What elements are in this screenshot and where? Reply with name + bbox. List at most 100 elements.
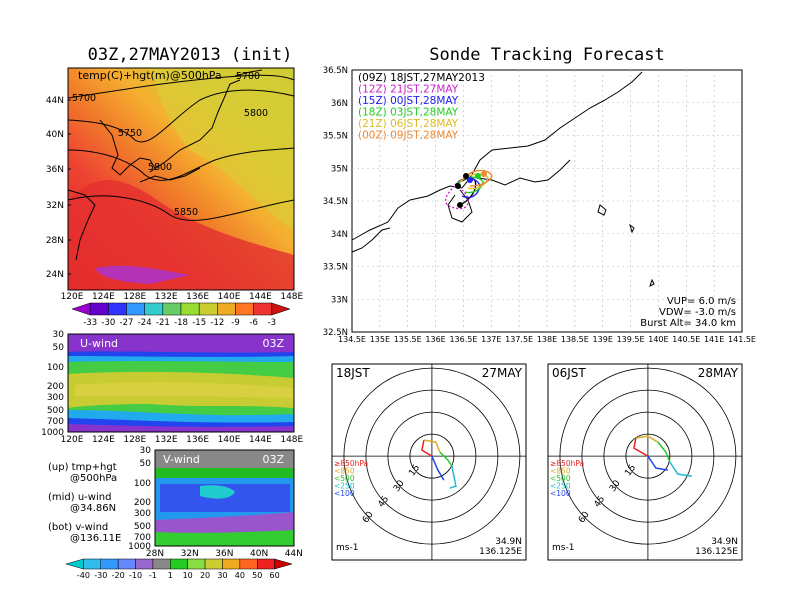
uwind-pressure-tick: 100 — [47, 363, 64, 373]
track-lon-tick: 139E — [593, 335, 613, 344]
colorbar-swatch — [65, 558, 84, 570]
temperature-colorbar: -33 -30 -27 -24 -21 -18 -15 -12 -9 -6 -3 — [71, 302, 291, 328]
colorbar-value: 30 — [217, 571, 227, 580]
colorbar-swatch — [204, 558, 223, 570]
level-legend-entry: <500 — [334, 474, 355, 483]
hodograph-date: 28MAY — [698, 366, 739, 380]
map-lon-tick: 128E — [123, 292, 146, 302]
colorbar-swatch — [162, 302, 182, 316]
contour-label: 5700 — [236, 71, 260, 82]
track-lat-tick: 36.5N — [323, 66, 348, 76]
colorbar-value: -3 — [268, 318, 276, 328]
launch-legend-entry: (18Z) 03JST,28MAY — [358, 107, 459, 119]
colorbar-swatch — [180, 302, 200, 316]
uwind-pressure-tick: 1000 — [41, 428, 64, 438]
colorbar-swatch — [235, 302, 254, 316]
hodograph-unit: ms-1 — [552, 543, 574, 553]
colorbar-swatch — [187, 558, 206, 570]
level-legend-entry: <850 — [334, 467, 355, 476]
colorbar-value: -20 — [112, 571, 125, 580]
vwind-pressure-tick: 100 — [134, 479, 151, 489]
colorbar-value: -33 — [83, 318, 97, 328]
colorbar-swatch — [274, 558, 293, 570]
map-lat-tick: 24N — [46, 270, 64, 280]
colorbar-value: -10 — [129, 571, 142, 580]
vwind-pressure-tick: 30 — [140, 446, 152, 456]
track-lon-tick: 135.5E — [394, 335, 422, 344]
level-legend-entry: ≥850hPa — [334, 459, 368, 468]
track-lon-tick: 134.5E — [338, 335, 366, 344]
vwind-pressure-tick: 50 — [140, 459, 152, 469]
vwind-lat-tick: 44N — [285, 549, 303, 559]
uwind-time: 03Z — [262, 337, 284, 350]
colorbar-swatch — [71, 302, 91, 316]
hodograph-trace — [669, 461, 693, 477]
colorbar-value: 50 — [252, 571, 262, 580]
contour-label: 5700 — [72, 93, 96, 104]
map-lon-tick: 132E — [155, 292, 178, 302]
map-lon-tick: 124E — [92, 292, 115, 302]
colorbar-swatch — [100, 558, 119, 570]
hodograph-date: 27MAY — [482, 366, 523, 380]
contour-label: 5800 — [148, 162, 172, 173]
colorbar-value: -18 — [174, 318, 188, 328]
vwind-pressure-tick: 1000 — [128, 542, 151, 552]
tracking-title: Sonde Tracking Forecast — [429, 45, 664, 65]
track-lat-tick: 35.5N — [323, 132, 348, 142]
hodograph-trace — [635, 435, 659, 443]
track-lon-tick: 137.5E — [505, 335, 533, 344]
track-lon-tick: 135E — [370, 335, 390, 344]
hodograph-trace — [633, 437, 649, 457]
map-lon-tick: 148E — [280, 292, 303, 302]
colorbar-value: 40 — [235, 571, 245, 580]
note-bot: (bot) v-wind — [48, 522, 108, 533]
colorbar-swatch — [217, 302, 236, 316]
map-lon-tick: 140E — [218, 292, 241, 302]
level-legend-entry: <100 — [550, 489, 571, 498]
contour-label: 5850 — [174, 207, 198, 218]
hodograph-trace — [449, 465, 457, 489]
uwind-lon-tick: 144E — [249, 435, 272, 445]
tracking-map: 36.5N 36N 35.5N 35N 34.5N 34N 33.5N 33N 32.5N 13… — [323, 66, 756, 344]
note-mid: (mid) u-wind — [48, 492, 111, 503]
track-lat-tick: 34N — [331, 230, 348, 240]
launch-legend-entry: (00Z) 09JST,28MAY — [358, 130, 459, 142]
colorbar-swatch — [170, 558, 188, 570]
colorbar-value: -9 — [231, 318, 239, 328]
level-legend-entry: <500 — [550, 474, 571, 483]
hodograph-trace — [647, 455, 669, 471]
track-lon-tick: 141E — [704, 335, 724, 344]
vwind-lat-tick: 32N — [181, 549, 199, 559]
vwind-label: V-wind — [163, 453, 200, 466]
colorbar-swatch — [144, 302, 164, 316]
map-lon-tick: 120E — [61, 292, 84, 302]
colorbar-value: -15 — [192, 318, 206, 328]
vwind-lat-tick: 36N — [215, 549, 233, 559]
legend-notes: (up) tmp+hgt @500hPa (mid) u-wind @34.86… — [48, 462, 121, 544]
uwind-pressure-tick: 30 — [53, 330, 65, 340]
vwind-pressure-tick: 700 — [134, 533, 151, 543]
track-lat-tick: 35N — [331, 164, 348, 174]
uwind-lon-tick: 120E — [61, 435, 84, 445]
level-legend-entry: <850 — [550, 467, 571, 476]
note-up-level: @500hPa — [70, 473, 117, 484]
uwind-label: U-wind — [80, 337, 118, 350]
hodograph-trace — [423, 439, 441, 453]
vwind-pressure-tick: 300 — [134, 509, 151, 519]
map-panel: 5700 5700 5750 5800 5800 5850 44N 40N 36N 32N 28N… — [46, 67, 304, 302]
hodograph-trace — [431, 455, 445, 481]
colorbar-value: -27 — [120, 318, 134, 328]
colorbar-value: -30 — [94, 571, 107, 580]
colorbar-swatch — [198, 302, 218, 316]
burst-param: Burst Alt= 34.0 km — [640, 318, 736, 329]
colorbar-swatch — [83, 558, 102, 570]
hodograph-unit: ms-1 — [336, 543, 358, 553]
launch-legend: (09Z) 18JST,27MAY2013(12Z) 21JST,27MAY(1… — [358, 72, 485, 142]
colorbar-swatch — [256, 558, 275, 570]
level-legend-entry: <250 — [550, 482, 571, 491]
colorbar-swatch — [89, 302, 109, 316]
colorbar-value: -12 — [210, 318, 224, 328]
colorbar-swatch — [126, 302, 145, 316]
